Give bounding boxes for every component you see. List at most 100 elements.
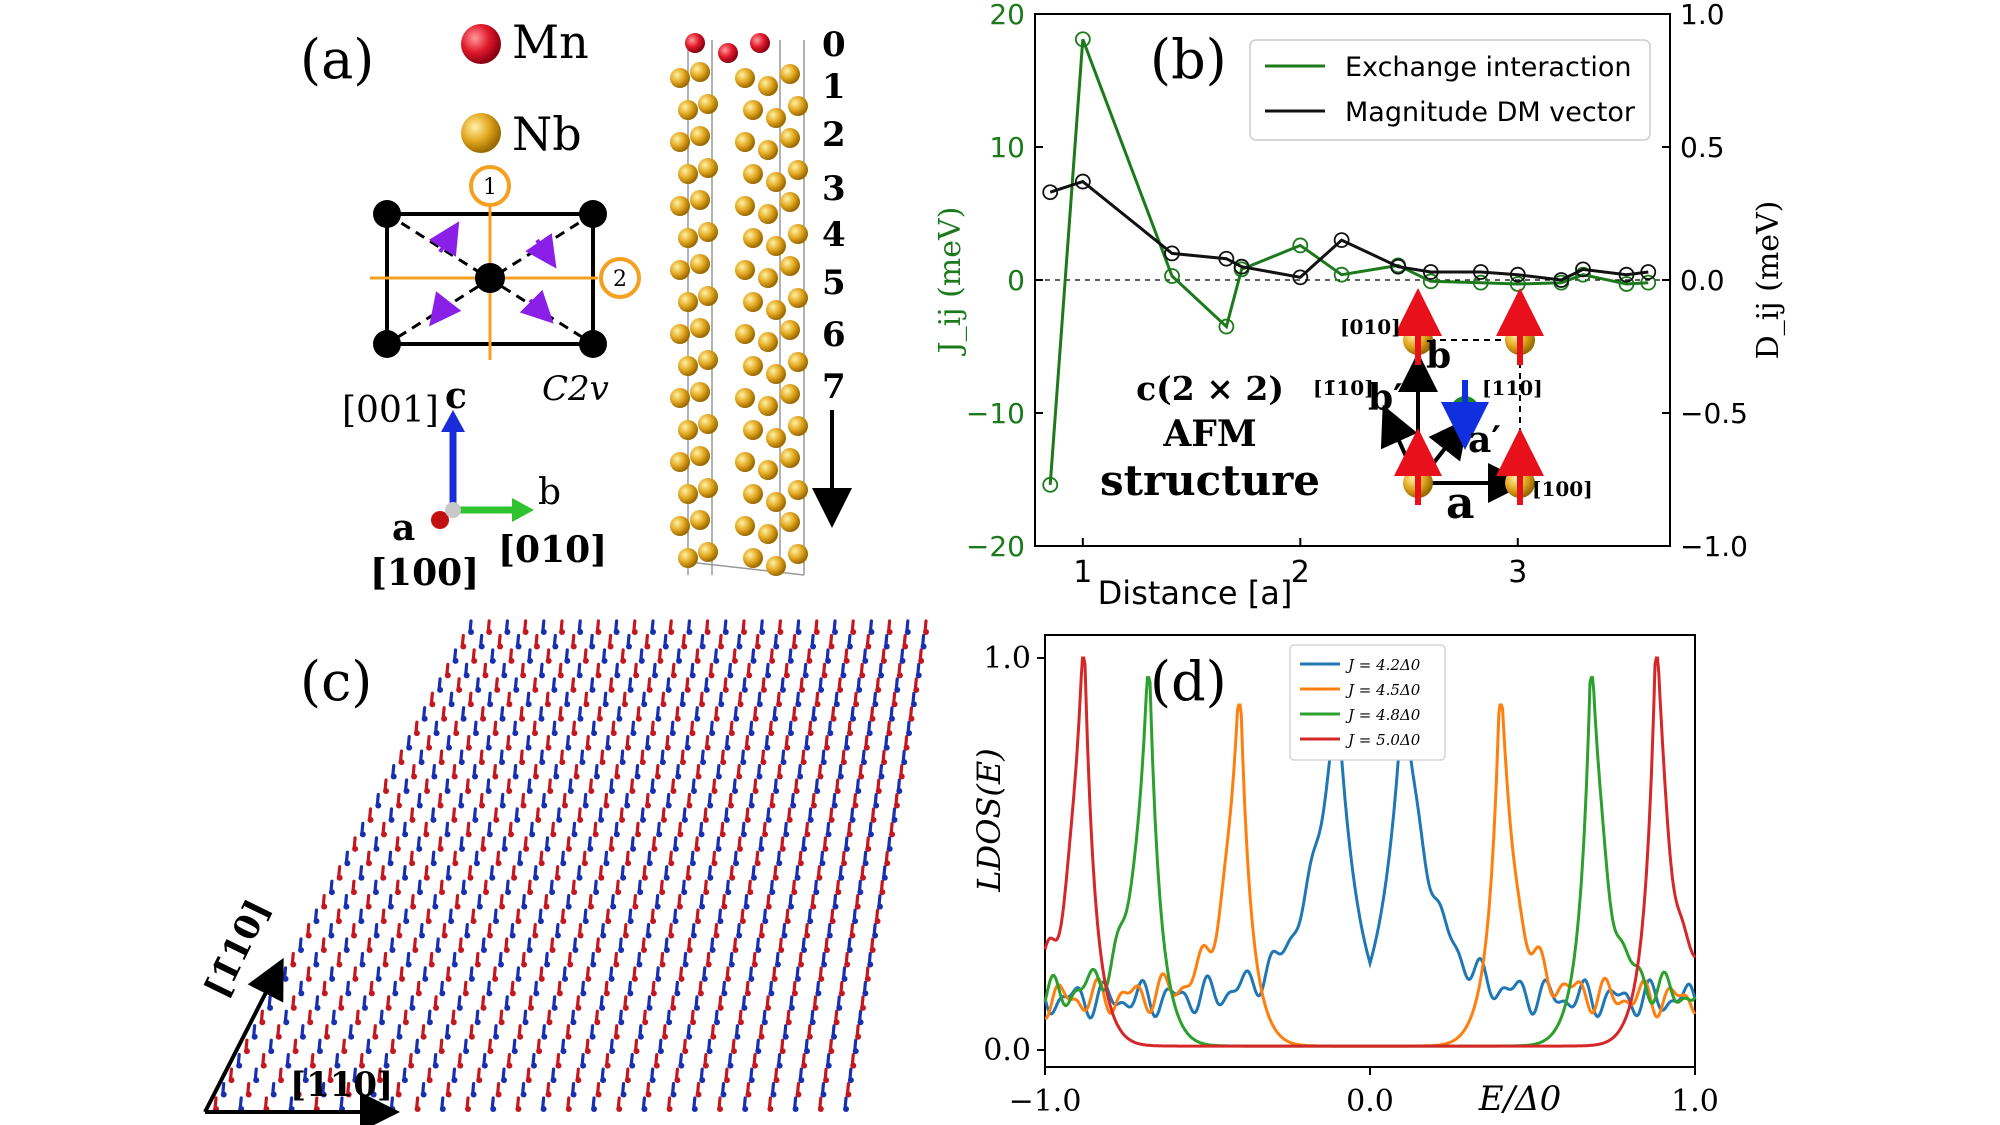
spin-head xyxy=(682,961,689,968)
spin-head xyxy=(483,889,490,896)
spin-head xyxy=(401,1077,408,1084)
spin-head xyxy=(660,816,667,823)
spin-head xyxy=(533,990,540,997)
spin-head xyxy=(619,816,626,823)
spin-head xyxy=(910,701,917,708)
spin-head xyxy=(331,1019,338,1026)
spin-head xyxy=(725,889,732,896)
nb-atom xyxy=(758,332,778,352)
spin-head xyxy=(798,1077,805,1084)
series-marker xyxy=(1472,274,1489,291)
spin-head xyxy=(784,918,791,925)
spin-head xyxy=(780,759,787,766)
nb-atom xyxy=(743,484,763,504)
spin-head xyxy=(452,860,459,867)
spin-head xyxy=(794,874,801,881)
spin-head xyxy=(589,1033,596,1040)
spin-head xyxy=(582,657,589,664)
spin-head xyxy=(489,657,496,664)
spin-head xyxy=(760,686,767,693)
spin-head xyxy=(663,947,670,953)
spin-head xyxy=(517,1033,524,1040)
spin-head xyxy=(481,1062,488,1069)
spin-head xyxy=(821,961,828,968)
panel-label-b: (b) xyxy=(1150,28,1227,91)
spin-head xyxy=(886,730,893,737)
spin-head xyxy=(918,657,925,664)
spin-head xyxy=(485,788,492,794)
spin-head xyxy=(468,975,475,982)
spin-head xyxy=(825,657,832,664)
spin-head xyxy=(791,715,798,722)
spin-head xyxy=(686,1033,693,1040)
spin-head xyxy=(603,860,610,867)
spin-head xyxy=(444,788,451,794)
spin-head xyxy=(336,874,343,881)
spin-head xyxy=(460,643,467,650)
spin-head xyxy=(533,643,540,650)
spin-head xyxy=(741,1004,748,1011)
spin-head xyxy=(352,845,359,852)
spin-head xyxy=(788,1004,795,1011)
spin-head xyxy=(432,903,439,910)
spin-head xyxy=(689,730,696,737)
spin-head xyxy=(492,918,499,925)
spin-head xyxy=(879,889,886,896)
spin-head xyxy=(607,643,614,650)
spin-head xyxy=(594,1019,601,1026)
spin-head xyxy=(571,730,578,737)
spin-head xyxy=(825,831,832,838)
spin-head xyxy=(711,860,718,867)
spin-head xyxy=(445,975,452,982)
inset-vec-b: b xyxy=(1426,335,1451,377)
neighbor-1-label: 1 xyxy=(483,175,497,200)
spin-head xyxy=(595,947,602,953)
symmetry-label: C2v xyxy=(542,369,609,409)
spin-head xyxy=(468,1033,475,1040)
x-tick-label-d: 0.0 xyxy=(1346,1084,1394,1119)
spin-head xyxy=(545,1091,552,1098)
spin-head xyxy=(316,1048,323,1055)
spin-head xyxy=(852,802,859,809)
spin-head xyxy=(298,990,305,997)
spin-head xyxy=(448,701,455,708)
spin-head xyxy=(560,860,567,867)
spin-head xyxy=(761,1019,768,1026)
spin-head xyxy=(573,773,580,780)
spin-head xyxy=(462,990,469,997)
spin-head xyxy=(843,845,850,852)
spin-head xyxy=(253,1077,260,1084)
spin-head xyxy=(748,975,755,982)
spin-head xyxy=(843,1106,849,1112)
spin-head xyxy=(644,643,651,650)
spin-head xyxy=(846,947,853,953)
spin-head xyxy=(803,1048,810,1055)
spin-head xyxy=(426,744,433,751)
nb-atom xyxy=(678,548,698,568)
spin-head xyxy=(450,1019,457,1026)
spin-head xyxy=(862,860,869,867)
spin-head xyxy=(309,1062,316,1069)
spin-head xyxy=(520,802,527,809)
spin-head xyxy=(380,918,387,925)
spin-head xyxy=(821,672,828,679)
spin-head xyxy=(395,1091,402,1098)
spin-head xyxy=(638,657,645,664)
spin-head xyxy=(482,672,489,679)
y-tick-label-left: −10 xyxy=(966,397,1025,430)
spin-head xyxy=(570,686,577,693)
spin-head xyxy=(857,1019,864,1026)
spin-head xyxy=(492,975,499,982)
spin-head xyxy=(493,1033,500,1040)
spin-head xyxy=(686,802,693,809)
layer-6: 6 xyxy=(822,315,846,355)
spin-head xyxy=(824,744,831,751)
spin-head xyxy=(664,744,671,751)
spin-head xyxy=(670,672,677,679)
spin-head xyxy=(702,816,709,823)
spin-head xyxy=(453,730,460,737)
spin-head xyxy=(438,1048,445,1055)
spin-head xyxy=(527,889,534,896)
spin-head xyxy=(465,1106,471,1112)
spin-head xyxy=(437,802,444,809)
